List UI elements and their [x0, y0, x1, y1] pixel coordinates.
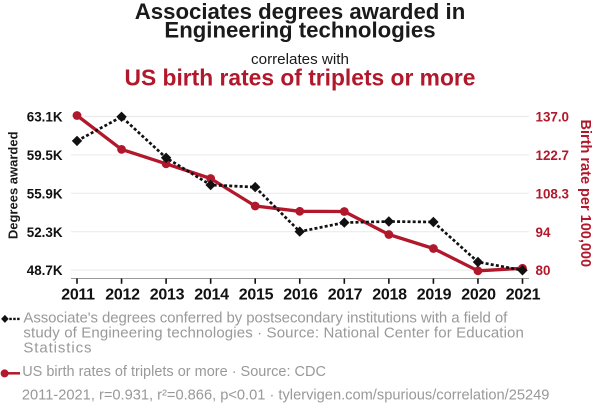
- svg-text:2016: 2016: [283, 286, 318, 303]
- svg-text:Associate's degrees conferred: Associate's degrees conferred by postsec…: [23, 309, 508, 326]
- svg-text:study of Engineering technolog: study of Engineering technologies · Sour…: [23, 324, 524, 341]
- svg-text:US birth rates of triplets or: US birth rates of triplets or more: [125, 65, 476, 91]
- svg-text:122.7: 122.7: [536, 148, 570, 163]
- svg-text:94: 94: [536, 225, 551, 240]
- svg-text:Engineering technologies: Engineering technologies: [164, 18, 435, 43]
- svg-text:2020: 2020: [461, 286, 496, 303]
- svg-text:2011: 2011: [61, 286, 95, 303]
- svg-text:48.7K: 48.7K: [27, 263, 63, 278]
- svg-text:55.9K: 55.9K: [27, 186, 63, 201]
- svg-text:2019: 2019: [417, 286, 452, 303]
- svg-text:Statistics: Statistics: [23, 340, 92, 357]
- svg-text:2018: 2018: [372, 286, 407, 303]
- svg-text:2011-2021, r=0.931, r²=0.866,: 2011-2021, r=0.931, r²=0.866, p<0.01 · t…: [22, 388, 550, 404]
- svg-text:59.5K: 59.5K: [27, 148, 63, 163]
- svg-text:correlates with: correlates with: [251, 51, 349, 68]
- svg-text:2012: 2012: [105, 286, 140, 303]
- svg-text:Associates degrees awarded in: Associates degrees awarded in: [135, 0, 466, 24]
- svg-text:US birth rates of triplets or: US birth rates of triplets or more · Sou…: [22, 364, 326, 380]
- svg-text:63.1K: 63.1K: [27, 110, 63, 125]
- svg-text:2017: 2017: [328, 286, 363, 303]
- svg-text:137.0: 137.0: [536, 110, 570, 125]
- svg-text:Birth rate per 100,000: Birth rate per 100,000: [577, 120, 593, 267]
- svg-text:2014: 2014: [194, 286, 229, 303]
- svg-text:Degrees awarded: Degrees awarded: [6, 131, 21, 239]
- svg-text:108.3: 108.3: [536, 186, 570, 201]
- svg-text:52.3K: 52.3K: [27, 225, 63, 240]
- svg-text:2013: 2013: [150, 286, 185, 303]
- svg-text:2021: 2021: [506, 286, 541, 303]
- svg-text:2015: 2015: [239, 286, 274, 303]
- svg-text:80: 80: [536, 263, 551, 278]
